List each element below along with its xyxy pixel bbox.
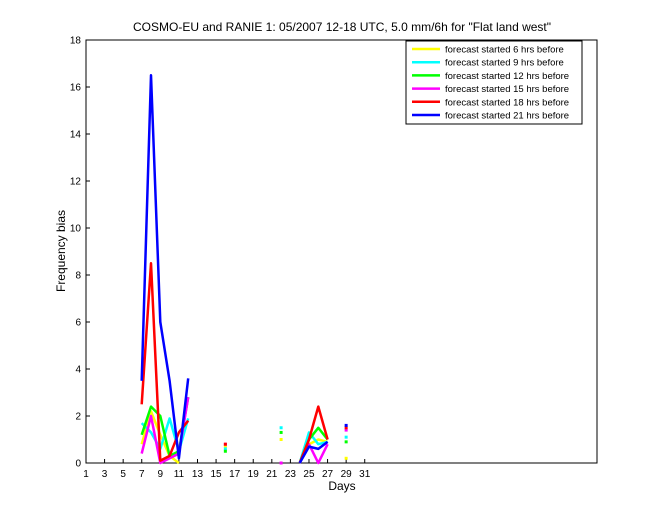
series-point <box>344 426 348 430</box>
x-tick-label: 13 <box>192 469 204 480</box>
x-tick-label: 29 <box>341 469 353 480</box>
series-point <box>279 430 283 434</box>
series-group <box>140 74 348 464</box>
x-tick-label: 17 <box>229 469 241 480</box>
series-point <box>344 428 348 432</box>
y-tick-label: 16 <box>70 83 82 94</box>
y-tick-label: 10 <box>70 224 82 235</box>
series-point <box>344 435 348 439</box>
x-tick-label: 21 <box>266 469 278 480</box>
series-line <box>140 262 190 462</box>
series-point <box>223 442 227 446</box>
series-line <box>298 431 328 464</box>
legend-label: forecast started 12 hrs before <box>445 71 569 82</box>
legend-label: forecast started 15 hrs before <box>445 84 569 95</box>
series-point <box>344 423 348 427</box>
x-tick-label: 1 <box>83 469 89 480</box>
x-tick-label: 25 <box>303 469 315 480</box>
y-tick-label: 6 <box>75 318 81 329</box>
series-point <box>223 449 227 453</box>
series-line <box>298 405 329 464</box>
x-tick-label: 31 <box>359 469 371 480</box>
x-tick-label: 19 <box>248 469 260 480</box>
y-axis-ticks: 0 2 4 6 8 10 12 14 16 18 <box>70 36 90 470</box>
x-tick-label: 9 <box>158 469 164 480</box>
x-tick-label: 27 <box>322 469 334 480</box>
x-tick-label: 15 <box>211 469 223 480</box>
series-line <box>140 74 190 460</box>
series-point <box>223 445 227 449</box>
chart-title: COSMO-EU and RANIE 1: 05/2007 12-18 UTC,… <box>133 20 551 34</box>
y-tick-label: 12 <box>70 177 82 188</box>
x-tick-label: 23 <box>285 469 297 480</box>
y-axis-label: Frequency bias <box>54 210 68 292</box>
series-point <box>344 456 348 460</box>
legend: forecast started 6 hrs before forecast st… <box>405 40 583 125</box>
x-axis-ticks: 1 3 5 7 9 11 13 15 17 19 21 23 25 27 29 31 <box>83 459 371 480</box>
x-tick-label: 3 <box>102 469 108 480</box>
legend-label: forecast started 6 hrs before <box>445 45 564 56</box>
series-group <box>140 262 348 464</box>
y-tick-label: 0 <box>75 459 81 470</box>
series-point <box>279 461 283 465</box>
y-tick-label: 4 <box>75 365 81 376</box>
series-layer <box>140 74 348 465</box>
y-tick-label: 8 <box>75 271 81 282</box>
x-tick-label: 11 <box>174 469 185 480</box>
y-tick-label: 2 <box>75 412 81 423</box>
y-tick-label: 18 <box>70 36 82 47</box>
legend-label: forecast started 21 hrs before <box>445 111 569 122</box>
series-point <box>279 438 283 441</box>
x-tick-label: 7 <box>139 469 145 480</box>
x-axis-label: Days <box>328 479 355 493</box>
series-point <box>344 440 348 444</box>
series-point <box>223 447 227 451</box>
legend-label: forecast started 18 hrs before <box>445 97 569 108</box>
legend-label: forecast started 9 hrs before <box>445 58 564 69</box>
series-point <box>279 426 283 430</box>
y-tick-label: 14 <box>70 130 82 141</box>
series-line <box>298 440 329 464</box>
legend-box <box>405 40 583 125</box>
x-tick-label: 5 <box>120 469 126 480</box>
